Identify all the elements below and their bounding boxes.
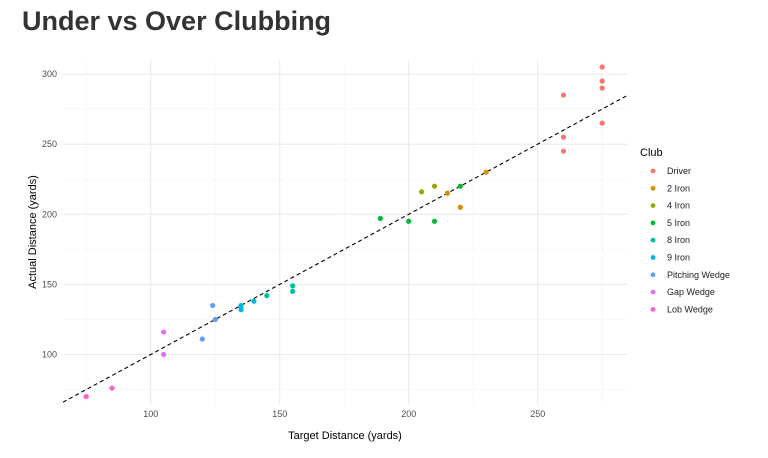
data-point	[290, 283, 296, 289]
x-tick-label: 200	[401, 409, 416, 419]
data-point	[264, 293, 270, 299]
data-point	[290, 288, 296, 295]
data-points	[83, 64, 605, 400]
y-tick-label: 100	[42, 350, 57, 360]
legend-label: Gap Wedge	[667, 287, 715, 297]
legend-label: Lob Wedge	[667, 304, 713, 314]
data-point	[199, 336, 205, 342]
identity-line	[62, 94, 629, 403]
tick-labels: 100 150 200 250 100 150 200 250 300	[42, 69, 545, 419]
legend-key	[650, 272, 656, 278]
x-tick-label: 150	[272, 409, 287, 419]
data-point	[419, 189, 425, 195]
legend-label: Pitching Wedge	[667, 270, 730, 280]
legend-key	[650, 168, 656, 174]
data-point	[560, 148, 567, 154]
legend-key	[650, 289, 656, 295]
legend-label: 4 Iron	[667, 201, 690, 211]
data-point	[406, 218, 412, 224]
data-point	[599, 85, 605, 91]
legend-label: 9 Iron	[667, 253, 690, 263]
data-point	[238, 307, 244, 313]
data-point	[431, 183, 438, 189]
y-axis-label: Actual Distance (yards)	[27, 175, 39, 289]
x-axis-label: Target Distance (yards)	[288, 430, 402, 442]
legend-key	[650, 307, 656, 312]
y-tick-label: 300	[42, 69, 57, 79]
legend-key	[650, 255, 656, 260]
data-point	[83, 393, 89, 400]
data-point	[212, 316, 218, 323]
chart-title: Under vs Over Clubbing	[22, 6, 332, 36]
y-tick-label: 200	[42, 209, 57, 219]
legend-title: Club	[640, 147, 663, 159]
data-point	[483, 169, 489, 175]
data-point	[457, 204, 463, 210]
data-point	[161, 329, 167, 335]
data-point	[560, 134, 567, 140]
legend-key	[650, 237, 656, 243]
grid	[63, 60, 628, 405]
data-point	[377, 215, 383, 222]
legend-label: 8 Iron	[667, 235, 690, 245]
legend-label: 5 Iron	[667, 218, 690, 228]
legend-key	[650, 185, 656, 191]
data-point	[444, 190, 451, 196]
data-point	[210, 302, 216, 309]
data-point	[161, 351, 167, 358]
reference-line	[62, 94, 629, 403]
y-tick-label: 250	[42, 139, 57, 149]
legend: Club Driver 2 Iron 4 Iron 5 Iron 8 Iron 9 Iro…	[640, 147, 730, 314]
y-tick-label: 150	[42, 279, 57, 289]
x-tick-label: 100	[143, 409, 158, 419]
legend-label: 2 Iron	[667, 183, 690, 193]
x-tick-label: 250	[530, 409, 545, 419]
data-point	[599, 120, 605, 126]
data-point	[457, 183, 463, 189]
data-point	[599, 64, 605, 70]
legend-key	[650, 203, 656, 209]
legend-key	[650, 220, 656, 226]
data-point	[251, 298, 257, 304]
data-point	[431, 218, 438, 224]
data-point	[109, 385, 115, 391]
legend-label: Driver	[667, 166, 691, 176]
data-point	[599, 78, 605, 84]
data-point	[560, 92, 567, 98]
